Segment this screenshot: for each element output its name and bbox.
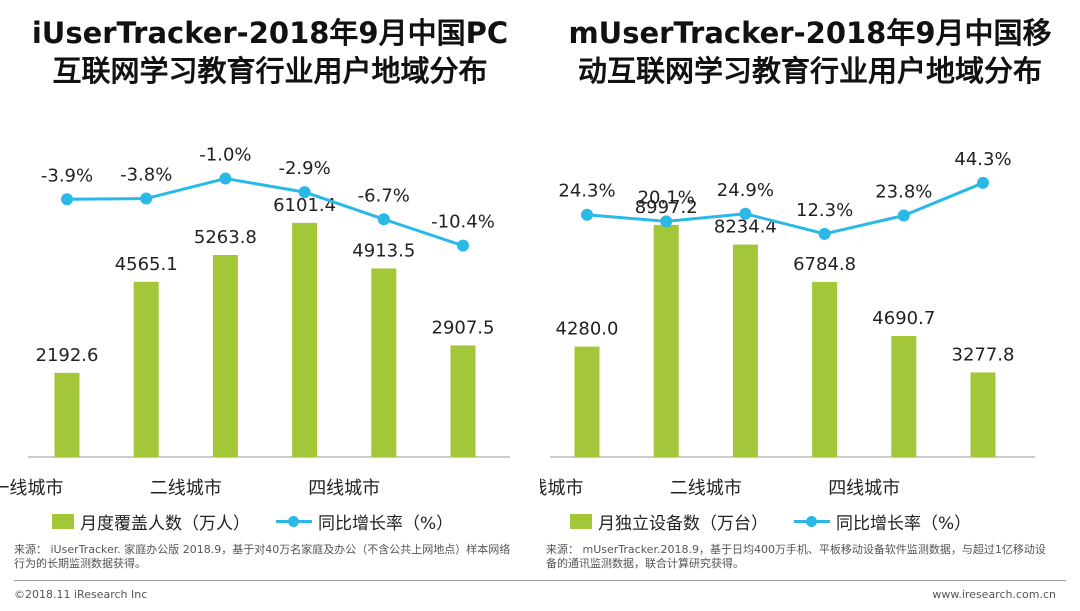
growth-rate-label: 20.1% (638, 187, 695, 208)
bar (970, 372, 996, 457)
growth-rate-label: 12.3% (796, 200, 853, 221)
bar-value-label: 4280.0 (556, 319, 619, 340)
bar (732, 244, 758, 457)
growth-rate-label: 23.8% (875, 182, 932, 203)
legend-line-swatch (794, 514, 830, 529)
bar-value-label: 4913.5 (352, 240, 415, 261)
chart-title-line2: 动互联网学习教育行业用户地域分布 (577, 54, 1042, 88)
bar (450, 345, 476, 457)
legend-bar-swatch (570, 514, 592, 529)
legend-item-bar: 月度覆盖人数（万人） (52, 509, 250, 534)
bar (812, 281, 838, 457)
x-tick-label: 一线城市 (0, 478, 63, 499)
legend-item-line: 同比增长率（%） (276, 509, 453, 534)
pc-combo-chart: 2192.6 4565.1 5263.8 6101.4 4913.5 2907.5 -3.9… (0, 145, 510, 499)
x-tick-label: 一线城市 (540, 478, 583, 499)
mobile-combo-chart: 4280.0 8997.2 8234.4 6784.8 4690.7 3277.8 24.3… (540, 149, 1035, 499)
growth-rate-point (660, 215, 673, 228)
growth-rate-point (739, 207, 752, 220)
chart-title: mUserTracker-2018年9月中国移 动互联网学习教育行业用户地域分布 (540, 14, 1080, 90)
growth-rate-line (66, 177, 464, 248)
legend-line-label: 同比增长率（%） (836, 514, 972, 534)
growth-rate-point (581, 208, 593, 221)
bar-value-label: 5263.8 (194, 227, 257, 248)
growth-rate-label: -1.0% (199, 145, 251, 166)
legend-bar-label: 月独立设备数（万台） (598, 514, 768, 534)
bar (54, 372, 80, 457)
x-tick-label: 四线城市 (828, 478, 900, 499)
growth-rate-point (818, 227, 831, 240)
bar-value-label: 2192.6 (36, 345, 99, 366)
bar-value-label: 3277.8 (952, 344, 1015, 365)
growth-rate-point (219, 172, 232, 185)
legend-item-line: 同比增长率（%） (794, 509, 971, 534)
growth-rate-point (977, 176, 989, 189)
bar (212, 255, 238, 457)
growth-rate-point (457, 239, 469, 252)
chart-title-line2: 互联网学习教育行业用户地域分布 (52, 54, 488, 88)
growth-rate-label: 44.3% (954, 149, 1011, 170)
x-tick-label: 二线城市 (150, 478, 222, 499)
footer-divider (14, 580, 1066, 581)
legend-line-swatch (276, 514, 312, 529)
chart-title-line1: mUserTracker-2018年9月中国移 (568, 16, 1052, 50)
footer-website[interactable]: www.iresearch.com.cn (932, 588, 1056, 601)
growth-rate-label: -6.7% (358, 185, 410, 206)
growth-rate-line (586, 181, 984, 236)
legend-item-bar: 月独立设备数（万台） (570, 509, 768, 534)
growth-rate-point (377, 213, 390, 226)
growth-rate-point (298, 186, 311, 199)
growth-rate-label: -2.9% (278, 158, 330, 179)
x-tick-label: 四线城市 (308, 478, 380, 499)
growth-rate-label: -3.9% (41, 165, 93, 186)
legend-bar-swatch (52, 514, 74, 529)
bar (292, 222, 318, 457)
bar-value-label: 8997.2 (635, 197, 698, 218)
chart-legend: 月独立设备数（万台） 同比增长率（%） (570, 509, 997, 534)
legend-bar-label: 月度覆盖人数（万人） (80, 514, 250, 534)
bar (653, 224, 679, 457)
source-note: 来源： iUserTracker. 家庭办公版 2018.9，基于对40万名家庭… (14, 543, 511, 570)
legend-line-label: 同比增长率（%） (318, 514, 454, 534)
source-note: 来源： mUserTracker.2018.9，基于日均400万手机、平板移动设… (546, 543, 1046, 570)
footer-copyright: ©2018.11 iResearch Inc (14, 588, 148, 601)
bar (891, 335, 917, 457)
bar-value-label: 4565.1 (115, 254, 178, 275)
pc-chart-panel: iUserTracker-2018年9月中国PC 互联网学习教育行业用户地域分布… (0, 0, 540, 570)
bar (133, 281, 159, 457)
bar-value-label: 8234.4 (714, 217, 777, 238)
chart-title: iUserTracker-2018年9月中国PC 互联网学习教育行业用户地域分布 (0, 14, 540, 90)
bar-value-label: 6784.8 (793, 254, 856, 275)
bar-value-label: 6101.4 (273, 195, 336, 216)
chart-legend: 月度覆盖人数（万人） 同比增长率（%） (52, 509, 479, 534)
growth-rate-label: 24.9% (717, 180, 774, 201)
growth-rate-point (897, 209, 910, 222)
growth-rate-point (140, 192, 153, 205)
bar (574, 346, 600, 457)
bar-value-label: 4690.7 (872, 308, 935, 329)
bar-value-label: 2907.5 (432, 317, 495, 338)
growth-rate-label: -10.4% (431, 212, 495, 233)
growth-rate-label: 24.3% (558, 181, 615, 202)
x-tick-label: 二线城市 (670, 478, 742, 499)
mobile-chart-panel: mUserTracker-2018年9月中国移 动互联网学习教育行业用户地域分布… (540, 0, 1080, 570)
bar (371, 268, 397, 457)
growth-rate-label: -3.8% (120, 165, 172, 186)
chart-title-line1: iUserTracker-2018年9月中国PC (31, 16, 509, 50)
growth-rate-point (61, 193, 73, 206)
